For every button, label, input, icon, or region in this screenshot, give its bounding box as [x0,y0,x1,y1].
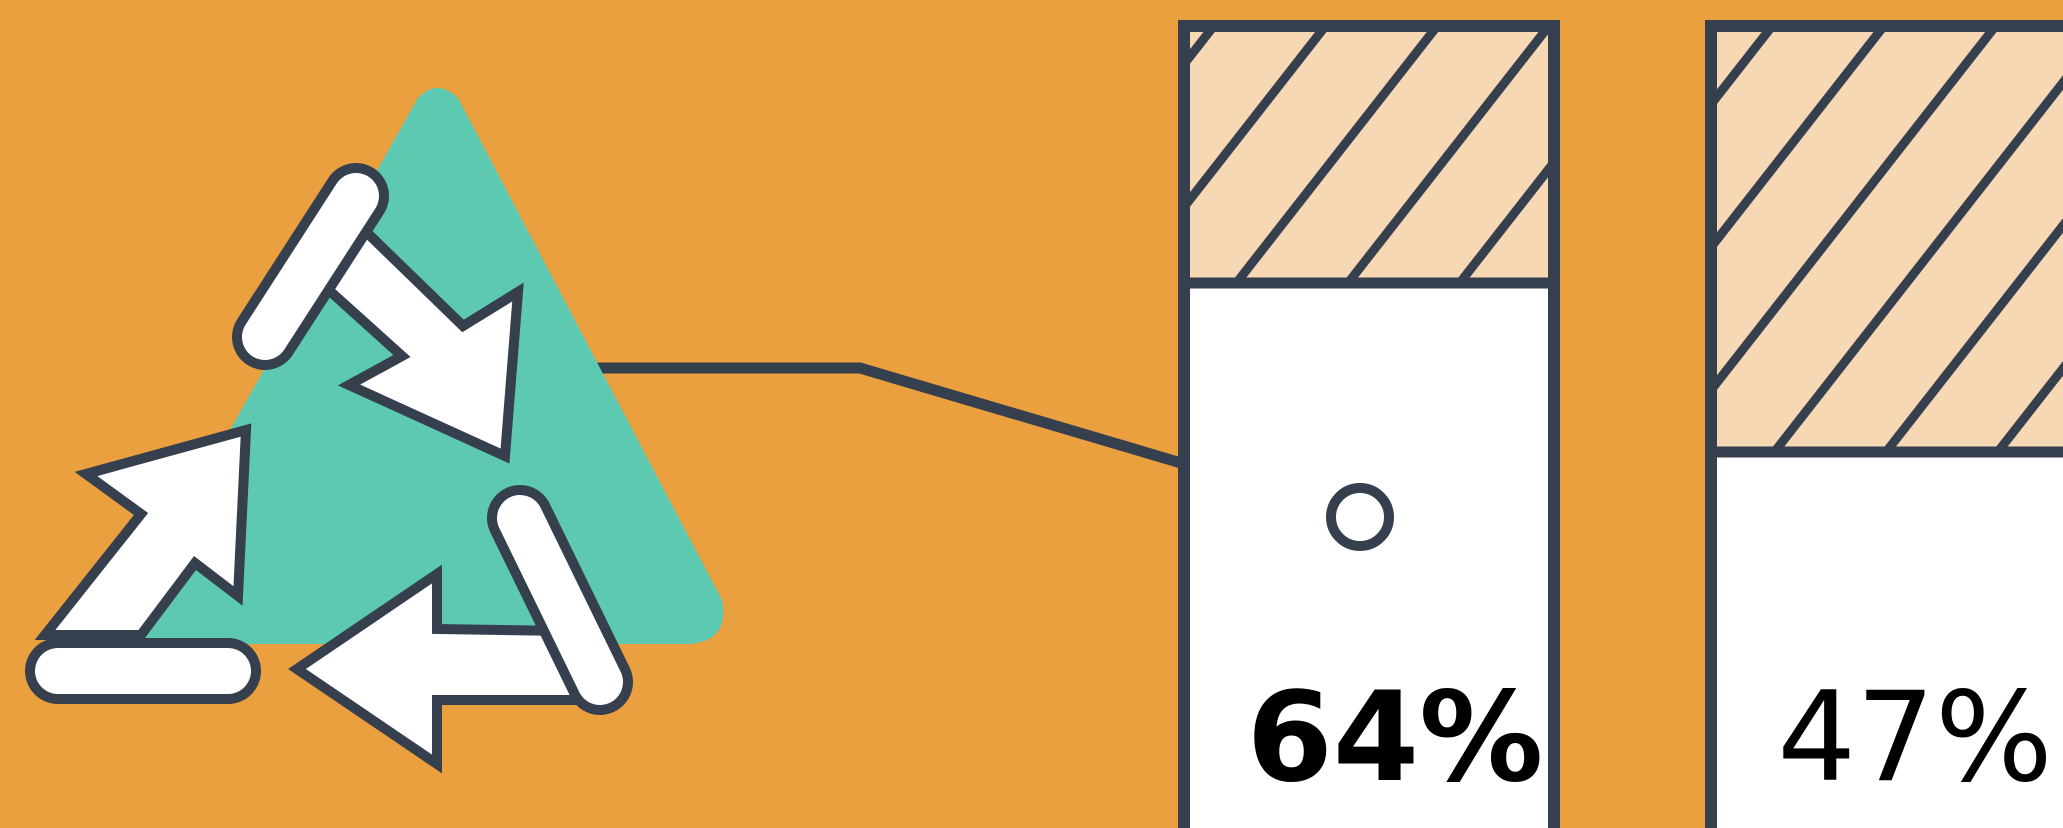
recycle-icon [25,88,724,774]
recycle-arrow-top [232,163,524,464]
bar-47: 47% [1705,20,2063,828]
bar-64-label: 64% [1247,666,1544,810]
connector-dot [1326,483,1394,551]
bar-47-label: 47% [1777,666,2053,810]
recycle-arrow-bottom [288,485,633,774]
recycle-arrow-left [25,423,261,704]
bar-64: 64% [1178,20,1560,828]
